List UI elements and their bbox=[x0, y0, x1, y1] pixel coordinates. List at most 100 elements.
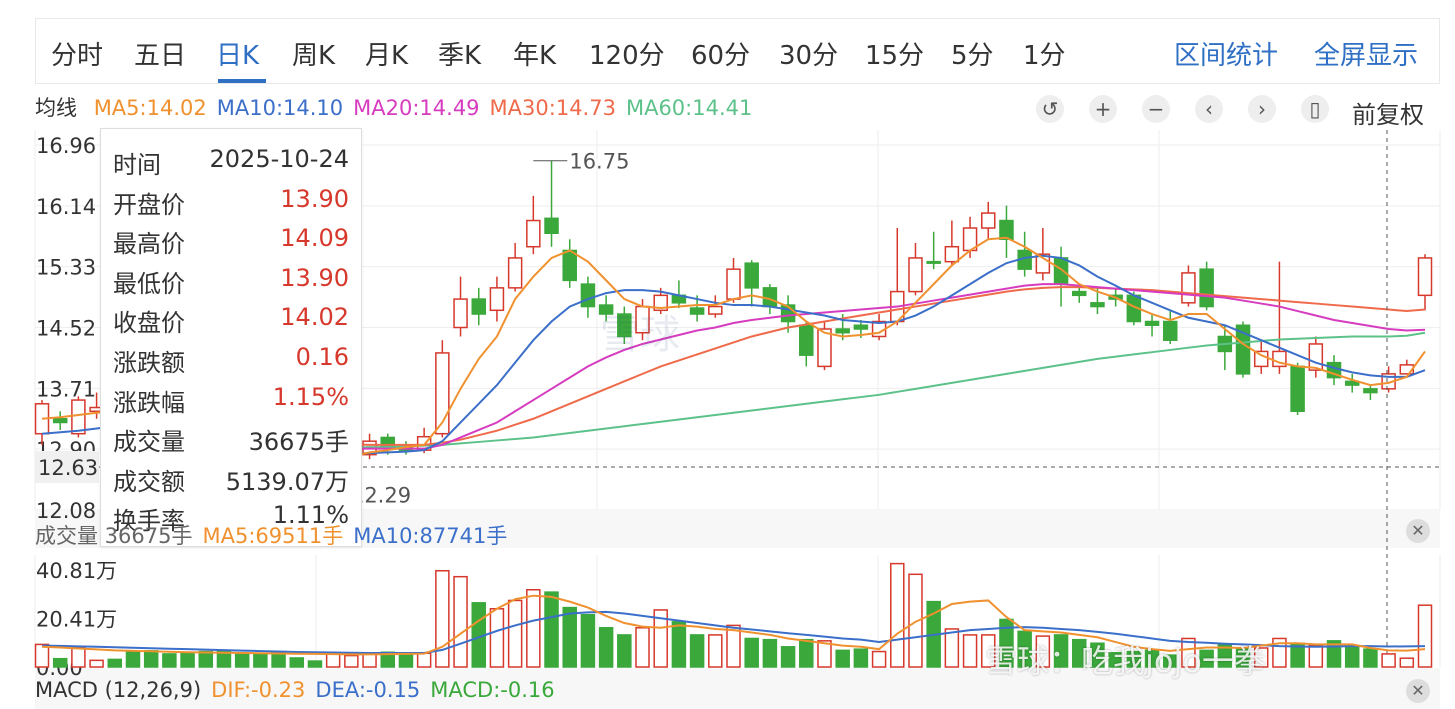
candle-body bbox=[653, 294, 668, 312]
volume-bar bbox=[1253, 647, 1269, 668]
tooltip-row: 成交量 36675手 bbox=[113, 422, 349, 460]
tab-9[interactable]: 30分 bbox=[779, 41, 839, 71]
volume-bar bbox=[1090, 642, 1105, 668]
tooltip-key: 最低价 bbox=[113, 269, 185, 298]
volume-bar bbox=[307, 660, 323, 668]
legend-item: MA5:69511手 bbox=[202, 524, 344, 548]
candle-style-icon[interactable]: ▯ bbox=[1301, 95, 1329, 123]
ma-legend-item: MA5:14.02 bbox=[93, 96, 207, 120]
ma60-line bbox=[333, 331, 1426, 450]
volume-bar bbox=[708, 634, 723, 668]
tab-2[interactable]: 日K bbox=[216, 41, 260, 71]
candle-body bbox=[471, 298, 486, 315]
tooltip-row: 最高价 14.09 bbox=[113, 224, 349, 262]
volume-bar bbox=[726, 624, 741, 668]
legend-item: 成交量 36675手 bbox=[35, 524, 193, 548]
volume-bar bbox=[689, 634, 705, 668]
price-tick-label: 15.33 bbox=[36, 256, 96, 280]
price-tick-label: 12.08 bbox=[36, 499, 96, 523]
volume-bar bbox=[544, 591, 559, 668]
volume-bar bbox=[1199, 649, 1214, 668]
pan-right-icon[interactable]: › bbox=[1248, 95, 1276, 123]
zoom-out-icon[interactable]: − bbox=[1142, 95, 1170, 123]
candle-body bbox=[489, 287, 505, 312]
tooltip-value: 2025-10-24 bbox=[209, 145, 349, 173]
price-tick-label: 16.96 bbox=[36, 134, 96, 158]
tab-1[interactable]: 五日 bbox=[134, 41, 187, 71]
tab-12[interactable]: 1分 bbox=[1023, 41, 1066, 71]
legend-item: DEA:-0.15 bbox=[315, 678, 421, 702]
watermark-signature: 雪球：吃我jojo一拳 bbox=[985, 636, 1266, 682]
candle-body bbox=[1417, 257, 1433, 297]
volume-bar bbox=[580, 613, 596, 668]
current-price-box bbox=[35, 451, 99, 483]
volume-bar bbox=[344, 654, 359, 668]
tab-0[interactable]: 分时 bbox=[51, 41, 104, 71]
tooltip-row: 成交额 5139.07万 bbox=[113, 462, 349, 500]
reset-icon[interactable]: ↺ bbox=[1036, 95, 1064, 123]
tooltip-key: 收盘价 bbox=[113, 309, 185, 338]
volume-bar bbox=[944, 628, 960, 668]
candle-body bbox=[1199, 268, 1214, 308]
tooltip-value: 13.90 bbox=[280, 184, 349, 213]
candle-body bbox=[1235, 324, 1251, 375]
volume-bar bbox=[799, 638, 814, 668]
legend-item: DIF:-0.23 bbox=[211, 678, 306, 702]
volume-bar bbox=[107, 658, 123, 668]
pan-left-icon[interactable]: ‹ bbox=[1195, 95, 1223, 123]
candle-body bbox=[52, 418, 68, 424]
tab-5[interactable]: 季K bbox=[438, 41, 482, 71]
tab-10[interactable]: 15分 bbox=[865, 41, 925, 71]
volume-bar bbox=[1017, 630, 1032, 668]
tab-4[interactable]: 月K bbox=[365, 41, 409, 71]
candle-body bbox=[1053, 257, 1069, 285]
candle-body bbox=[1363, 388, 1378, 394]
tooltip-value: 14.02 bbox=[280, 303, 349, 332]
legend-item: MACD:-0.16 bbox=[430, 678, 555, 702]
ma-legend-item: MA30:14.73 bbox=[489, 96, 616, 120]
volume-bar bbox=[817, 640, 832, 668]
tooltip-value: 0.16 bbox=[295, 343, 349, 371]
tooltip-row: 开盘价 13.90 bbox=[113, 185, 349, 223]
volume-bar bbox=[598, 627, 614, 668]
candle-body bbox=[1290, 365, 1305, 413]
candle-body bbox=[598, 304, 614, 315]
volume-bar bbox=[981, 634, 996, 668]
close-macd-panel-icon[interactable]: ✕ bbox=[1406, 679, 1430, 703]
tab-8[interactable]: 60分 bbox=[691, 41, 751, 71]
tab-3[interactable]: 周K bbox=[292, 41, 336, 71]
volume-bar bbox=[1053, 634, 1069, 668]
candle-body bbox=[544, 217, 559, 235]
volume-bar bbox=[1181, 637, 1196, 668]
volume-legend: 成交量 36675手 MA5:69511手 MA10:87741手 bbox=[35, 520, 517, 550]
candle-body bbox=[835, 328, 850, 334]
candle-body bbox=[926, 260, 941, 264]
candle-body bbox=[453, 298, 468, 329]
volume-bar bbox=[89, 659, 104, 668]
candle-body bbox=[526, 219, 541, 248]
tooltip-key: 成交量 bbox=[113, 428, 185, 457]
volume-bar bbox=[1344, 644, 1360, 668]
close-volume-panel-icon[interactable]: ✕ bbox=[1406, 519, 1430, 543]
volume-bar bbox=[1126, 650, 1142, 668]
fullscreen-button[interactable]: 全屏显示 bbox=[1314, 41, 1419, 71]
candle-body bbox=[1072, 290, 1087, 297]
tab-11[interactable]: 5分 bbox=[951, 41, 994, 71]
candle-body bbox=[944, 245, 960, 263]
candle-body bbox=[1344, 380, 1360, 386]
volume-bar bbox=[271, 651, 286, 668]
volume-bar bbox=[71, 646, 86, 668]
range-stats-button[interactable]: 区间统计 bbox=[1174, 41, 1279, 71]
volume-bar bbox=[1144, 649, 1160, 668]
tab-6[interactable]: 年K bbox=[513, 41, 557, 71]
candle-body bbox=[908, 257, 923, 293]
candle-body bbox=[689, 307, 705, 315]
volume-bar bbox=[143, 650, 159, 668]
tab-7[interactable]: 120分 bbox=[589, 41, 665, 71]
adjust-mode-button[interactable]: 前复权 bbox=[1352, 101, 1424, 129]
tooltip-value: 14.09 bbox=[280, 224, 349, 253]
zoom-in-icon[interactable]: + bbox=[1089, 95, 1117, 123]
annotation-label: 16.75 bbox=[569, 150, 629, 174]
legend-item: MACD (12,26,9) bbox=[35, 678, 202, 702]
volume-bar bbox=[453, 575, 468, 668]
